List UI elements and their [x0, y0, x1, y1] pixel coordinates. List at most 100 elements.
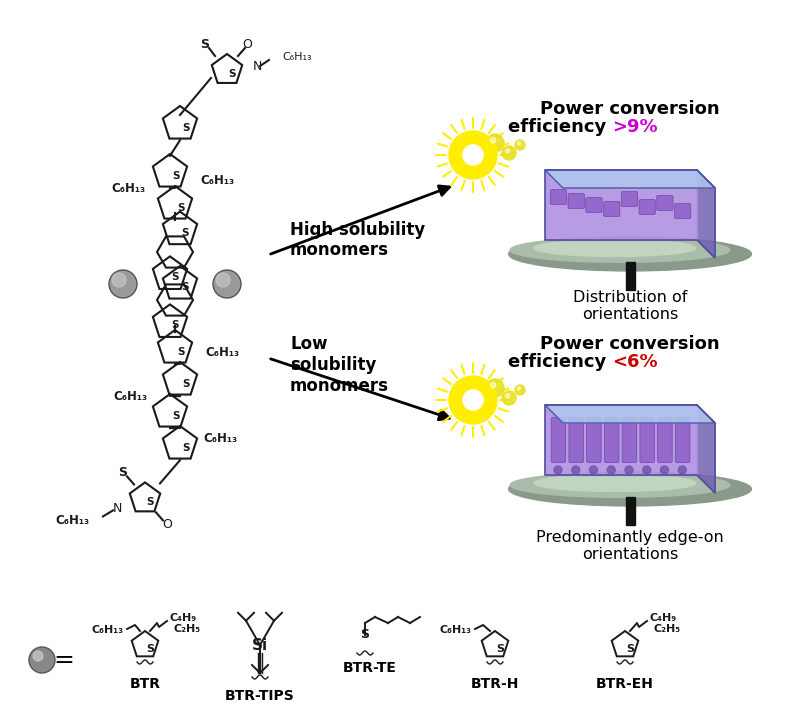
Circle shape	[502, 391, 516, 405]
Text: C₂H₅: C₂H₅	[653, 624, 680, 634]
Bar	[626, 262, 634, 290]
Circle shape	[506, 149, 510, 153]
FancyBboxPatch shape	[674, 203, 691, 218]
FancyBboxPatch shape	[675, 417, 690, 463]
Text: S: S	[178, 203, 185, 213]
Circle shape	[463, 145, 483, 165]
Circle shape	[515, 385, 525, 395]
Text: BTR-TE: BTR-TE	[343, 661, 397, 675]
Circle shape	[486, 134, 504, 152]
Text: C₆H₁₃: C₆H₁₃	[440, 625, 472, 635]
Text: O: O	[162, 518, 172, 531]
FancyBboxPatch shape	[622, 192, 638, 207]
FancyBboxPatch shape	[605, 417, 619, 463]
Circle shape	[518, 387, 521, 390]
Polygon shape	[697, 405, 715, 493]
Circle shape	[515, 140, 525, 150]
Text: C₄H₉: C₄H₉	[169, 613, 196, 623]
Text: BTR-EH: BTR-EH	[596, 677, 654, 691]
Ellipse shape	[510, 473, 730, 497]
Text: BTR: BTR	[130, 677, 161, 691]
Text: BTR-H: BTR-H	[471, 677, 519, 691]
Text: O: O	[242, 38, 252, 51]
FancyBboxPatch shape	[622, 417, 637, 463]
Circle shape	[486, 379, 504, 397]
Ellipse shape	[534, 474, 696, 492]
Text: C₆H₁₃: C₆H₁₃	[282, 52, 312, 62]
Text: High solubility
monomers: High solubility monomers	[290, 221, 426, 260]
Text: S: S	[182, 443, 190, 453]
Text: S: S	[496, 644, 504, 654]
Circle shape	[554, 466, 562, 474]
Text: Distribution of
orientations: Distribution of orientations	[573, 290, 687, 322]
Circle shape	[463, 390, 483, 410]
Bar	[626, 497, 634, 525]
Circle shape	[449, 376, 497, 424]
Text: C₆H₁₃: C₆H₁₃	[203, 432, 237, 445]
Text: N: N	[112, 502, 122, 515]
Circle shape	[642, 466, 650, 474]
Text: S: S	[182, 282, 189, 292]
Polygon shape	[545, 405, 697, 475]
Text: S: S	[228, 69, 236, 79]
Ellipse shape	[510, 238, 730, 262]
FancyBboxPatch shape	[568, 194, 584, 208]
Circle shape	[590, 466, 598, 474]
Text: C₆H₁₃: C₆H₁₃	[205, 346, 239, 359]
Text: S: S	[182, 228, 189, 238]
Circle shape	[490, 137, 496, 143]
Circle shape	[625, 466, 633, 474]
Text: C₆H₁₃: C₆H₁₃	[56, 514, 90, 527]
Circle shape	[216, 273, 230, 287]
Circle shape	[112, 273, 126, 287]
Text: N: N	[252, 59, 262, 72]
Text: =: =	[54, 648, 74, 672]
Text: C₂H₅: C₂H₅	[173, 624, 200, 634]
Text: S: S	[178, 347, 185, 357]
Text: S: S	[626, 644, 634, 654]
Text: BTR-TIPS: BTR-TIPS	[225, 689, 295, 703]
Text: Low
solubility
monomers: Low solubility monomers	[290, 335, 389, 395]
Circle shape	[506, 394, 510, 398]
FancyBboxPatch shape	[550, 189, 566, 205]
Text: Power conversion: Power conversion	[540, 335, 720, 353]
Polygon shape	[545, 405, 715, 423]
FancyBboxPatch shape	[586, 417, 602, 463]
Circle shape	[607, 466, 615, 474]
FancyBboxPatch shape	[657, 195, 673, 210]
Text: <6%: <6%	[612, 353, 658, 371]
Circle shape	[213, 270, 241, 298]
Text: S: S	[361, 628, 370, 641]
FancyBboxPatch shape	[658, 417, 672, 463]
Text: Predominantly edge-on
orientations: Predominantly edge-on orientations	[536, 530, 724, 562]
Text: S: S	[171, 273, 178, 283]
Text: efficiency: efficiency	[507, 353, 612, 371]
Text: C₆H₁₃: C₆H₁₃	[200, 174, 234, 187]
FancyBboxPatch shape	[586, 197, 602, 213]
Ellipse shape	[509, 237, 751, 271]
FancyBboxPatch shape	[639, 200, 655, 215]
Text: S: S	[146, 644, 154, 654]
Text: S: S	[172, 171, 180, 181]
Text: Si: Si	[252, 638, 268, 652]
Ellipse shape	[509, 472, 751, 506]
Polygon shape	[545, 170, 715, 188]
Circle shape	[661, 466, 669, 474]
Circle shape	[109, 270, 137, 298]
Text: S: S	[146, 497, 154, 508]
Circle shape	[449, 131, 497, 179]
Circle shape	[572, 466, 580, 474]
Circle shape	[678, 466, 686, 474]
Circle shape	[502, 146, 516, 160]
Text: S: S	[201, 38, 210, 51]
Text: S: S	[118, 466, 127, 479]
Circle shape	[29, 647, 55, 673]
Text: S: S	[172, 411, 180, 421]
Polygon shape	[545, 170, 697, 240]
Ellipse shape	[534, 239, 696, 257]
FancyBboxPatch shape	[551, 417, 566, 463]
Text: S: S	[171, 320, 178, 330]
Text: >9%: >9%	[612, 118, 658, 136]
Text: C₄H₉: C₄H₉	[649, 613, 676, 623]
FancyBboxPatch shape	[603, 202, 620, 216]
